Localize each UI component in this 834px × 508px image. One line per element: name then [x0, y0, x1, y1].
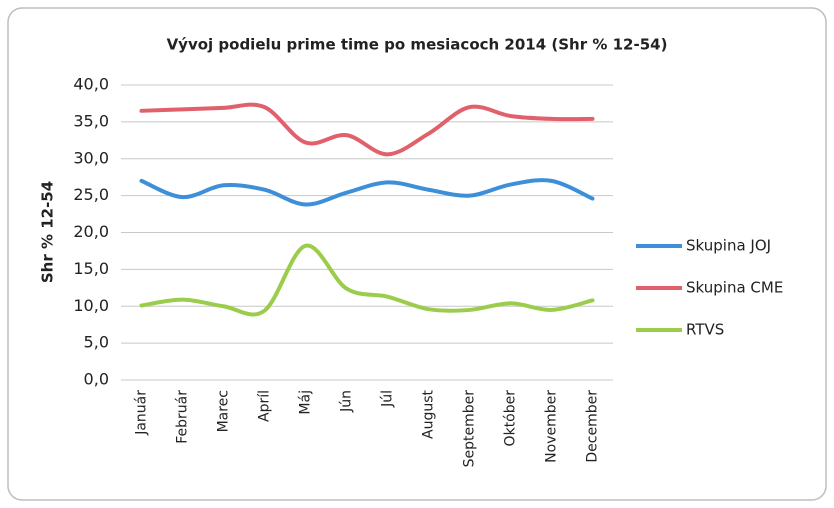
legend-label: RTVS — [686, 321, 724, 339]
y-tick-label: 5,0 — [84, 333, 109, 352]
line-series — [139, 102, 595, 157]
x-tick-label: Júl — [380, 390, 396, 408]
chart-frame — [7, 7, 827, 501]
y-tick-label: 10,0 — [73, 296, 109, 315]
chart-title: Vývoj podielu prime time po mesiacoch 20… — [167, 36, 668, 54]
x-tick-label: Apríl — [257, 390, 273, 422]
x-tick-label: Marec — [216, 390, 232, 432]
line-series — [139, 178, 595, 207]
y-axis-label: Shr % 12-54 — [39, 181, 57, 283]
x-tick-label: Jún — [339, 390, 355, 413]
x-tick-label: September — [462, 390, 478, 468]
x-tick-label: Január — [134, 390, 150, 436]
y-tick-label: 30,0 — [73, 148, 109, 167]
x-tick-label: Október — [503, 390, 519, 447]
x-tick-label: August — [421, 389, 437, 439]
legend-label: Skupina CME — [686, 279, 783, 297]
y-tick-label: 40,0 — [73, 75, 109, 94]
x-tick-label: Február — [175, 390, 191, 444]
x-tick-label: November — [544, 390, 560, 463]
x-tick-label: Máj — [298, 390, 314, 415]
y-tick-label: 15,0 — [73, 259, 109, 278]
x-tick-label: December — [585, 390, 601, 463]
y-tick-label: 35,0 — [73, 111, 109, 130]
y-tick-label: 25,0 — [73, 185, 109, 204]
y-tick-label: 20,0 — [73, 222, 109, 241]
y-tick-label: 0,0 — [84, 370, 109, 389]
legend-label: Skupina JOJ — [686, 237, 771, 255]
line-series — [139, 243, 595, 317]
